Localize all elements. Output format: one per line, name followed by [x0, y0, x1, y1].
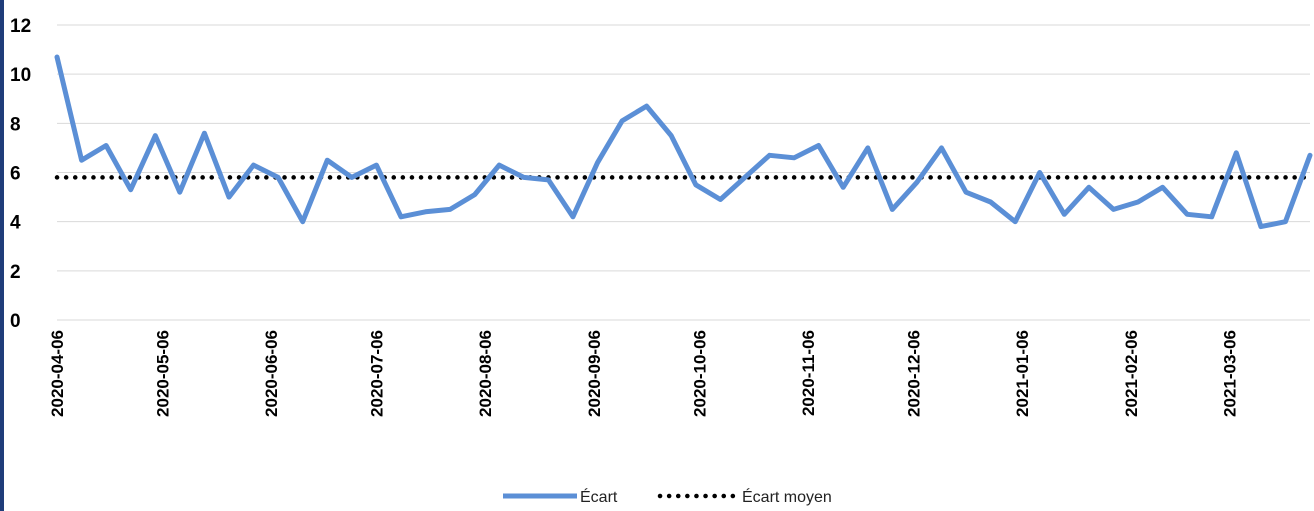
x-tick-label: 2021-01-06: [1013, 330, 1032, 417]
legend-label-ecart-moyen: Écart moyen: [742, 487, 832, 506]
series-line-ecart: [54, 54, 1313, 230]
y-tick-label: 2: [10, 262, 21, 283]
x-tick-label: 2020-09-06: [585, 330, 604, 417]
y-tick-label: 12: [10, 16, 31, 37]
x-tick-label: 2020-07-06: [367, 330, 386, 417]
y-tick-label: 10: [10, 65, 31, 86]
x-tick-label: 2020-04-06: [48, 330, 67, 417]
legend-label-ecart: Écart: [580, 487, 618, 506]
gridlines: [57, 24, 1310, 321]
y-tick-label: 8: [10, 114, 21, 135]
x-tick-label: 2021-03-06: [1220, 330, 1239, 417]
x-tick-label: 2020-11-06: [799, 330, 818, 416]
y-tick-label: 6: [10, 164, 21, 185]
y-tick-label: 4: [10, 213, 21, 234]
x-tick-label: 2020-05-06: [153, 330, 172, 417]
y-tick-label: 0: [10, 311, 21, 332]
y-axis-ticks: 0 2 4 6 8 10 12: [10, 16, 31, 332]
legend: Écart Écart moyen: [503, 487, 832, 506]
x-tick-label: 2021-02-06: [1122, 330, 1141, 417]
x-tick-label: 2020-12-06: [904, 330, 923, 417]
x-tick-label: 2020-10-06: [690, 330, 709, 417]
x-axis-ticks: 2020-04-06 2020-05-06 2020-06-06 2020-07-06…: [48, 330, 1239, 417]
left-frame-bar: [0, 0, 4, 511]
x-tick-label: 2020-08-06: [476, 330, 495, 417]
x-tick-label: 2020-06-06: [262, 330, 281, 417]
series-layer: [54, 54, 1313, 230]
